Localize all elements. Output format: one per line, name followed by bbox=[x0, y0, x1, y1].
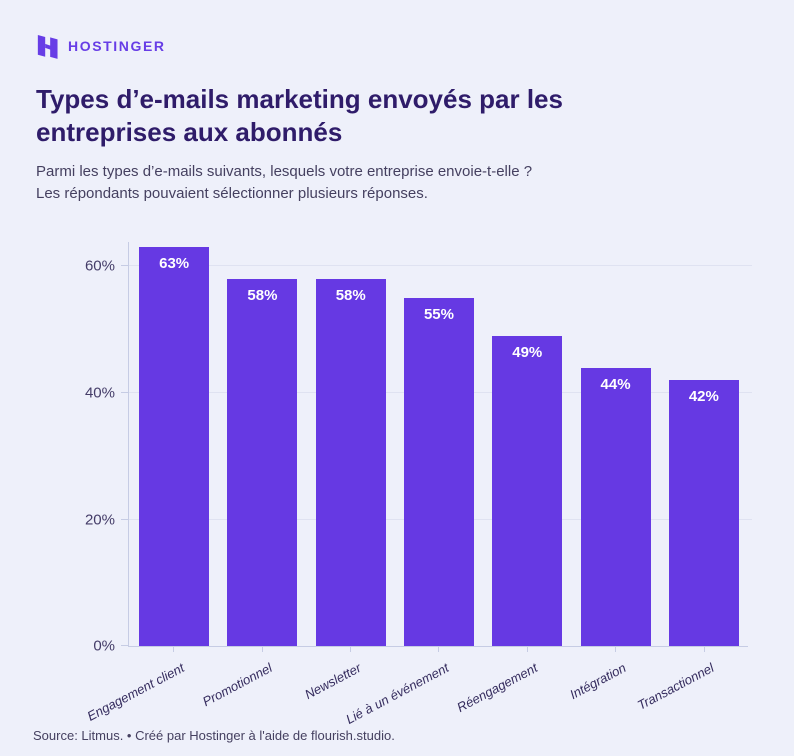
bar-slot: 58% bbox=[218, 279, 306, 647]
x-axis-tick bbox=[350, 647, 352, 653]
page-title-line1: Types d’e-mails marketing envoyés par le… bbox=[36, 84, 563, 114]
category-label: Intégration bbox=[567, 660, 629, 703]
bar-slot: 55% bbox=[395, 298, 483, 647]
x-axis-slot: Engagement client bbox=[84, 647, 217, 739]
page-title-line2: entreprises aux abonnés bbox=[36, 117, 343, 148]
x-axis-tick bbox=[703, 647, 705, 653]
y-axis-tick bbox=[121, 645, 129, 647]
hostinger-logo-text: HOSTINGER bbox=[68, 38, 166, 54]
bar-value-label: 49% bbox=[512, 344, 543, 362]
plot-area: 63% 58% 58% 55% 49% 44% 42% 0% 20% 40% 60% bbox=[85, 242, 752, 655]
category-label: Engagement client bbox=[84, 660, 187, 724]
bar-value-label: 58% bbox=[335, 287, 366, 305]
bar: 44% bbox=[580, 367, 651, 647]
chart-subtitle: Parmi les types d’e-mails suivants, lesq… bbox=[36, 161, 758, 205]
y-axis-label: 60% bbox=[84, 257, 115, 275]
y-axis-label: 0% bbox=[93, 637, 115, 655]
bar: 58% bbox=[315, 279, 386, 647]
source-credit: Source: Litmus. • Créé par Hostinger à l… bbox=[33, 728, 395, 743]
x-axis: Engagement client Promotionnel Newsletter L… bbox=[84, 647, 748, 739]
bar-value-label: 55% bbox=[423, 306, 454, 324]
x-axis-tick bbox=[261, 647, 263, 653]
x-axis-tick bbox=[438, 647, 440, 653]
bars-container: 63% 58% 58% 55% 49% 44% 42% bbox=[130, 242, 748, 647]
header: HOSTINGER Types d’e-mails marketing envo… bbox=[36, 33, 758, 205]
category-label: Newsletter bbox=[301, 660, 364, 703]
bar-value-label: 58% bbox=[247, 287, 278, 305]
x-axis-slot: Promotionnel bbox=[200, 647, 305, 739]
hostinger-logo: HOSTINGER bbox=[36, 33, 758, 59]
bar-value-label: 63% bbox=[159, 255, 190, 273]
bar-chart: 63% 58% 58% 55% 49% 44% 42% 0% 20% 40% 60% Engage… bbox=[84, 242, 752, 727]
bar-slot: 58% bbox=[307, 279, 395, 647]
page-title: Types d’e-mails marketing envoyés par le… bbox=[36, 83, 676, 149]
bar-slot: 63% bbox=[130, 247, 218, 647]
bar: 49% bbox=[492, 336, 563, 647]
x-axis-tick bbox=[173, 647, 175, 653]
bar: 63% bbox=[139, 247, 210, 647]
bar-value-label: 44% bbox=[600, 375, 631, 393]
x-axis-slot: Intégration bbox=[567, 647, 659, 739]
bar-slot: 49% bbox=[483, 336, 571, 647]
y-axis-label: 40% bbox=[84, 384, 115, 402]
bar-value-label: 42% bbox=[688, 388, 719, 406]
y-axis-tick bbox=[121, 392, 129, 393]
bar-slot: 42% bbox=[660, 380, 748, 647]
y-axis-tick bbox=[121, 518, 129, 520]
chart-subtitle-line2: Les répondants pouvaient sélectionner pl… bbox=[36, 185, 428, 203]
x-axis-slot: Transactionnel bbox=[635, 647, 748, 739]
x-axis-slot: Lié à un événement bbox=[344, 647, 482, 739]
gridline bbox=[129, 265, 752, 267]
x-axis-tick bbox=[526, 647, 528, 653]
bar: 55% bbox=[403, 298, 474, 647]
x-axis-slot: Newsletter bbox=[302, 647, 394, 739]
chart-subtitle-line1: Parmi les types d’e-mails suivants, lesq… bbox=[36, 163, 533, 181]
bar: 42% bbox=[668, 380, 739, 647]
x-axis-slot: Réengagement bbox=[454, 647, 571, 739]
y-axis-label: 20% bbox=[84, 511, 115, 529]
bar: 58% bbox=[227, 279, 298, 647]
hostinger-logo-icon bbox=[37, 34, 58, 59]
x-axis-tick bbox=[615, 647, 617, 653]
y-axis-tick bbox=[121, 265, 129, 267]
bar-slot: 44% bbox=[571, 367, 659, 647]
